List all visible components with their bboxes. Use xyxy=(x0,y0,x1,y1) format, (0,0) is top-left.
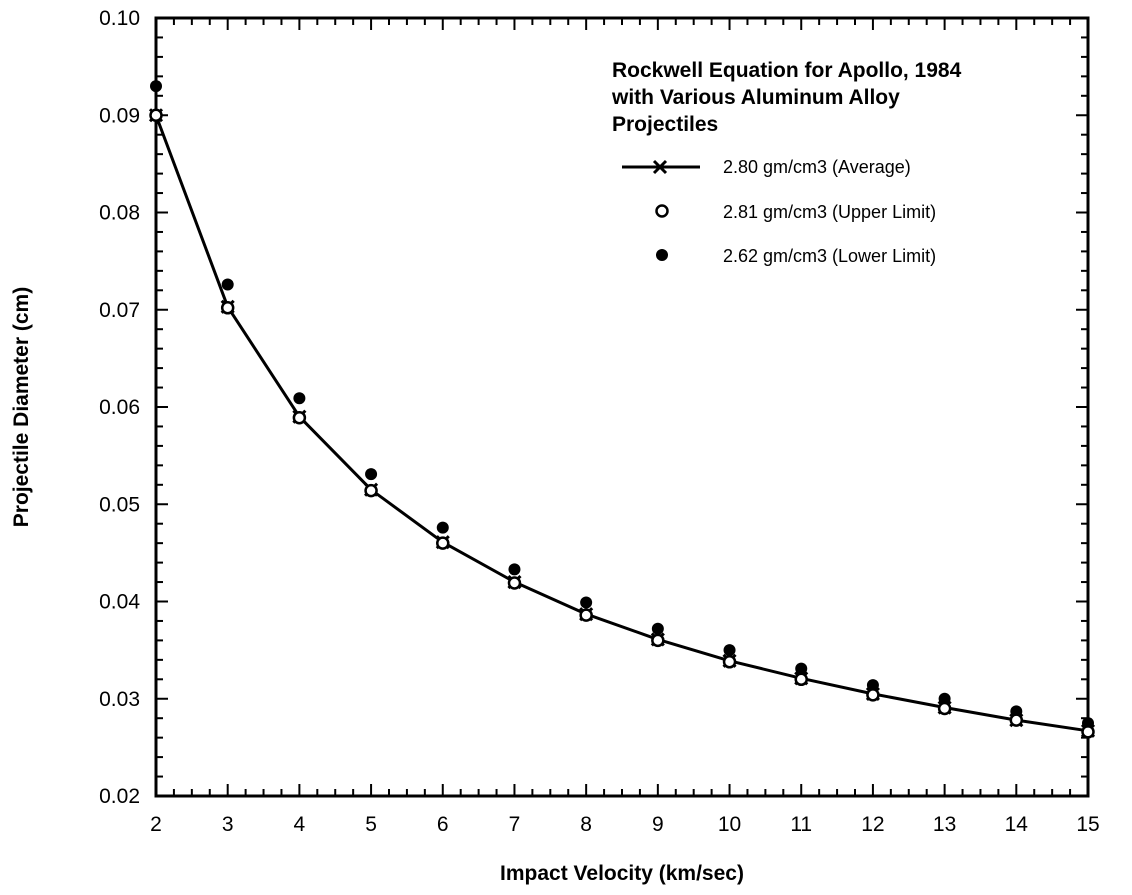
y-tick-label: 0.10 xyxy=(99,7,140,30)
y-tick-label: 0.09 xyxy=(99,104,140,127)
x-tick-label: 5 xyxy=(365,813,377,836)
x-tick-label: 4 xyxy=(294,813,306,836)
y-axis-title: Projectile Diameter (cm) xyxy=(10,287,33,527)
point-lower-limit xyxy=(436,521,449,534)
point-upper-limit xyxy=(507,576,522,590)
legend-title-line-2: with Various Aluminum Alloy xyxy=(611,86,900,109)
legend-label-lower-limit: 2.62 gm/cm3 (Lower Limit) xyxy=(723,246,936,266)
point-upper-limit xyxy=(220,301,235,315)
point-lower-limit xyxy=(221,278,234,291)
x-tick-label: 10 xyxy=(718,813,741,836)
point-upper-limit xyxy=(436,536,450,550)
x-tick-label: 2 xyxy=(150,813,162,836)
legend-title-line-3: Projectiles xyxy=(612,113,718,136)
point-upper-limit xyxy=(149,108,163,122)
point-upper-limit xyxy=(1009,713,1024,727)
x-tick-label: 9 xyxy=(652,813,664,836)
legend-marker-lower-limit xyxy=(656,249,668,261)
x-axis-title: Impact Velocity (km/sec) xyxy=(500,862,744,885)
x-tick-label: 3 xyxy=(222,813,234,836)
legend-label-average: 2.80 gm/cm3 (Average) xyxy=(723,157,911,177)
legend-title-line-1: Rockwell Equation for Apollo, 1984 xyxy=(612,59,962,82)
y-tick-label: 0.02 xyxy=(99,785,140,808)
x-tick-label: 8 xyxy=(580,813,592,836)
point-lower-limit xyxy=(938,692,951,705)
y-tick-label: 0.08 xyxy=(99,202,140,225)
point-upper-limit xyxy=(579,608,593,622)
point-lower-limit xyxy=(293,392,306,405)
legend: Rockwell Equation for Apollo, 1984 with … xyxy=(611,59,962,266)
series-line-average xyxy=(154,114,1089,733)
x-tick-label: 7 xyxy=(509,813,521,836)
y-tick-label: 0.04 xyxy=(99,591,140,614)
point-upper-limit xyxy=(866,688,880,702)
legend-marker-upper-limit xyxy=(655,204,669,218)
point-lower-limit xyxy=(365,468,378,481)
legend-label-upper-limit: 2.81 gm/cm3 (Upper Limit) xyxy=(723,202,936,222)
y-tick-label: 0.07 xyxy=(99,299,140,322)
point-lower-limit xyxy=(723,644,736,657)
point-lower-limit xyxy=(866,679,879,692)
point-upper-limit xyxy=(794,672,808,687)
point-upper-limit xyxy=(651,633,665,648)
x-tick-label: 11 xyxy=(790,813,812,836)
point-lower-limit xyxy=(508,563,521,576)
y-tick-label: 0.06 xyxy=(99,396,140,419)
x-tick-label: 6 xyxy=(437,813,449,836)
point-lower-limit xyxy=(150,80,162,93)
x-tick-label: 12 xyxy=(861,813,884,836)
y-tick-labels: 0.02 0.03 0.04 0.05 0.06 0.07 0.08 0.09 0.10 xyxy=(99,7,140,808)
x-tick-label: 15 xyxy=(1076,813,1099,836)
legend-marker-average xyxy=(652,159,668,175)
point-upper-limit xyxy=(937,701,952,716)
series-layer xyxy=(148,80,1096,739)
point-upper-limit xyxy=(364,483,378,498)
y-tick-label: 0.03 xyxy=(99,688,140,711)
legend-symbols xyxy=(622,159,700,261)
y-tick-label: 0.05 xyxy=(99,493,140,516)
point-upper-limit xyxy=(1081,725,1095,739)
x-tick-labels: 2 3 4 5 6 7 8 9 10 11 12 13 14 15 xyxy=(150,813,1100,836)
point-upper-limit xyxy=(292,410,307,425)
point-lower-limit xyxy=(580,596,593,609)
point-lower-limit xyxy=(795,662,808,675)
x-tick-label: 13 xyxy=(933,813,956,836)
point-lower-limit xyxy=(651,622,664,635)
x-tick-label: 14 xyxy=(1005,813,1029,836)
point-upper-limit xyxy=(722,655,737,669)
x-marker-stroke xyxy=(652,159,668,175)
